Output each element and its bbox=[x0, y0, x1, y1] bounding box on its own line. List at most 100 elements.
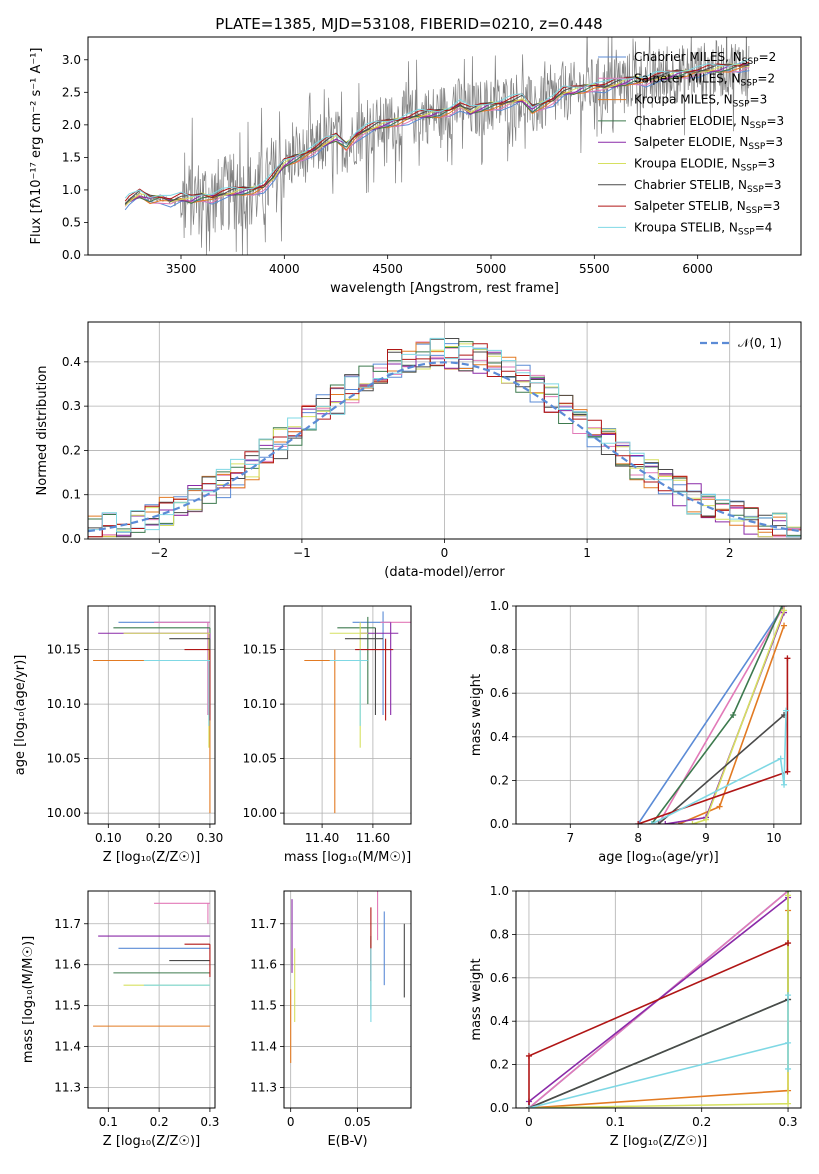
model-spectrum-line bbox=[124, 69, 750, 211]
plot-area bbox=[124, 37, 750, 255]
y-axis-label: Flux [fλ10⁻¹⁷ erg cm⁻² s⁻¹ A⁻¹] bbox=[29, 48, 44, 245]
x-axis-label: age [log₁₀(age/yr)] bbox=[598, 850, 719, 865]
mass-weight-marker bbox=[781, 781, 788, 788]
y-tick-label: 0.8 bbox=[490, 643, 509, 657]
legend-label-main: Chabrier STELIB, N bbox=[634, 178, 747, 192]
x-tick-label: 0 bbox=[441, 546, 449, 560]
mass-weight-marker bbox=[703, 816, 709, 823]
x-tick-label: 0.1 bbox=[99, 1115, 118, 1129]
y-tick-label: 2.0 bbox=[62, 118, 81, 132]
y-tick-label: 11.4 bbox=[54, 1040, 81, 1054]
x-tick-label: 10 bbox=[766, 831, 781, 845]
legend-label: 𝒩(0, 1) bbox=[738, 336, 782, 350]
y-tick-label: 0.8 bbox=[490, 927, 509, 941]
mass-weight-line bbox=[528, 910, 789, 1108]
x-axis-label: E(B-V) bbox=[327, 1134, 367, 1149]
mass-weight-marker bbox=[785, 1039, 792, 1046]
x-tick-label: 0.05 bbox=[344, 1115, 371, 1129]
mass-weight-line bbox=[651, 710, 787, 824]
mass-weight-marker bbox=[525, 1105, 532, 1108]
legend-label-sub: SSP bbox=[742, 57, 759, 67]
y-tick-label: 0.2 bbox=[490, 1058, 509, 1072]
y-tick-label: 1.0 bbox=[490, 884, 509, 898]
x-tick-label: 0.30 bbox=[197, 831, 224, 845]
mass-weight-line bbox=[528, 942, 789, 1108]
x-tick-label: 0 bbox=[525, 1115, 533, 1129]
plot-area bbox=[93, 621, 211, 814]
y-tick-label: 10.05 bbox=[243, 752, 277, 766]
axes-frame bbox=[87, 36, 802, 256]
plot-area bbox=[93, 902, 211, 1027]
legend-label-sub: SSP bbox=[748, 142, 765, 152]
legend-label-suffix: =3 bbox=[750, 93, 768, 107]
legend-label-sub: SSP bbox=[741, 78, 758, 88]
legend-label-main: Kroupa ELODIE, N bbox=[634, 157, 741, 171]
mass-weight-marker bbox=[525, 1052, 532, 1059]
y-axis-label: Normed distribution bbox=[35, 366, 50, 496]
plot-area bbox=[635, 606, 791, 824]
x-tick-label: 0.2 bbox=[692, 1115, 711, 1129]
mass-weight-line bbox=[528, 995, 789, 1108]
legend-label-suffix: =2 bbox=[759, 50, 777, 64]
y-tick-label: 11.5 bbox=[250, 999, 277, 1013]
legend-label-suffix: =3 bbox=[764, 178, 782, 192]
normal-distribution-curve bbox=[88, 361, 801, 533]
model-spectrum-line bbox=[124, 61, 750, 202]
mass-weight-marker bbox=[779, 606, 785, 609]
y-axis-label: mass weight bbox=[469, 958, 484, 1040]
panel-mass-vs-ebv: 0 0.05 11.3 11.4 11.5 11.6 11.7 E(B-V) bbox=[250, 890, 412, 1149]
panel-residuals: −2 −1 0 1 2 0.0 0.1 0.2 0.3 0.4 (data-model)/error… bbox=[35, 321, 802, 580]
y-tick-label: 3.0 bbox=[62, 53, 81, 67]
legend-label-suffix: =2 bbox=[757, 71, 775, 85]
x-tick-label: 6000 bbox=[682, 262, 713, 276]
axes-frame bbox=[283, 605, 412, 825]
y-tick-label: 0.3 bbox=[62, 399, 81, 413]
mass-weight-marker bbox=[785, 940, 792, 947]
x-axis-label: Z [log₁₀(Z/Z☉)] bbox=[103, 850, 200, 865]
panel-weight-vs-age: 7 8 9 10 0.0 0.2 0.4 0.6 0.8 1.0 age [log₁₀(age/yr… bbox=[469, 599, 802, 865]
mass-weight-marker bbox=[783, 707, 790, 714]
x-axis-label: (data-model)/error bbox=[384, 565, 505, 580]
y-tick-label: 10.00 bbox=[243, 806, 277, 820]
y-tick-label: 10.15 bbox=[47, 643, 81, 657]
legend-label-suffix: =3 bbox=[766, 114, 784, 128]
x-tick-label: 4000 bbox=[269, 262, 300, 276]
y-tick-label: 10.15 bbox=[243, 643, 277, 657]
mass-weight-marker bbox=[716, 803, 723, 810]
y-tick-label: 0.0 bbox=[490, 1101, 509, 1115]
x-tick-label: 0.1 bbox=[606, 1115, 625, 1129]
y-tick-label: 0.1 bbox=[62, 488, 81, 502]
axes-frame bbox=[283, 890, 412, 1109]
mass-weight-line bbox=[657, 714, 785, 824]
y-tick-label: 0.4 bbox=[490, 1014, 509, 1028]
y-tick-label: 0.4 bbox=[490, 730, 509, 744]
legend-label-sub: SSP bbox=[741, 164, 758, 174]
x-axis-label: mass [log₁₀(M/M☉)] bbox=[284, 850, 411, 865]
x-tick-label: 11.60 bbox=[356, 831, 390, 845]
legend-label-sub: SSP bbox=[746, 206, 763, 216]
x-tick-label: 0 bbox=[287, 1115, 295, 1129]
y-tick-label: 1.0 bbox=[62, 183, 81, 197]
y-tick-label: 11.3 bbox=[54, 1081, 81, 1095]
y-axis-label: mass weight bbox=[469, 674, 484, 756]
legend-label: Salpeter MILES, NSSP=2 bbox=[634, 71, 775, 88]
panel-spectrum: 3500 4000 4500 5000 5500 6000 0.0 0.5 1.0 1.5 2.0 2… bbox=[29, 15, 802, 296]
mass-weight-marker bbox=[781, 607, 788, 614]
y-tick-label: 11.3 bbox=[250, 1081, 277, 1095]
legend-label-sub: SSP bbox=[747, 185, 764, 195]
legend-label-sub: SSP bbox=[750, 121, 767, 131]
x-tick-label: 2 bbox=[726, 546, 734, 560]
axes-frame bbox=[87, 890, 216, 1109]
y-axis-label: age [log₁₀(age/yr)] bbox=[13, 655, 28, 776]
legend-label-main: Salpeter MILES, N bbox=[634, 71, 741, 85]
y-tick-label: 11.7 bbox=[54, 917, 81, 931]
x-tick-label: 8 bbox=[634, 831, 642, 845]
panel-mass-vs-Z: 0.1 0.2 0.3 11.3 11.4 11.5 11.6 11.7 Z [log₁₀(Z/… bbox=[21, 890, 219, 1149]
legend-label: Kroupa MILES, NSSP=3 bbox=[634, 93, 767, 110]
y-tick-label: 11.6 bbox=[54, 958, 81, 972]
y-tick-label: 10.00 bbox=[47, 806, 81, 820]
legend-label-sub: SSP bbox=[738, 227, 755, 237]
chart-title: PLATE=1385, MJD=53108, FIBERID=0210, z=0… bbox=[215, 15, 602, 33]
y-tick-label: 0.6 bbox=[490, 971, 509, 985]
panel-weight-vs-Z: 0 0.1 0.2 0.3 0.0 0.2 0.4 0.6 0.8 1.0 Z [log₁₀(Z/Z… bbox=[469, 884, 802, 1149]
